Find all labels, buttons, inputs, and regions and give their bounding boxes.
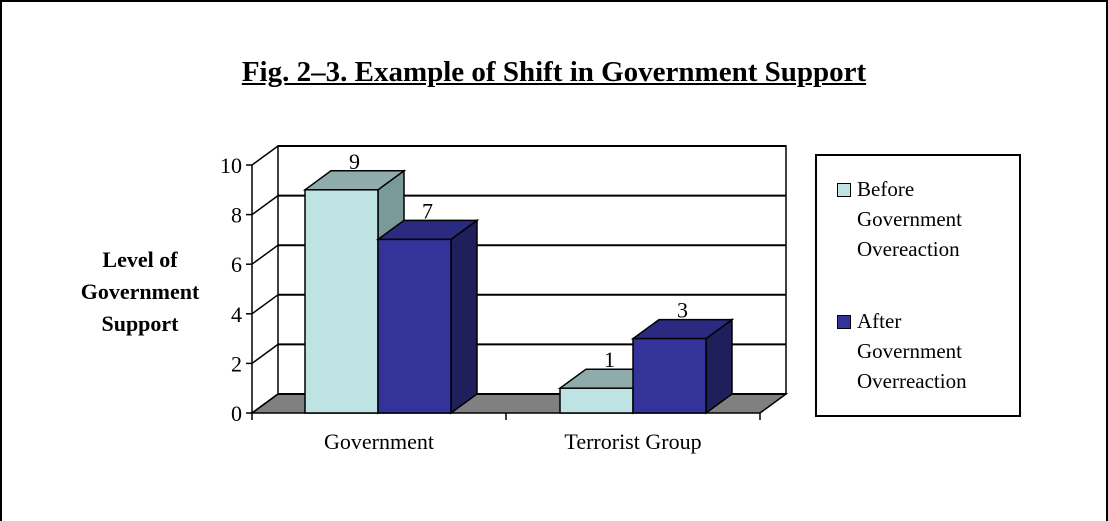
gridline-diagonal xyxy=(251,393,279,414)
chart-title: Fig. 2–3. Example of Shift in Government… xyxy=(241,56,867,88)
y-axis-label-text: Level of Government Support xyxy=(80,247,200,336)
legend-line: Overeaction xyxy=(857,237,960,261)
x-tick-label: Government xyxy=(324,429,434,454)
y-tick-label: 10 xyxy=(220,153,242,178)
legend-line: Overreaction xyxy=(857,369,967,393)
gridline-diagonal xyxy=(251,343,279,365)
y-tick-label: 8 xyxy=(231,203,242,228)
y-tick-label: 6 xyxy=(231,252,242,277)
bar xyxy=(632,337,707,414)
bar xyxy=(377,238,452,414)
data-label: 3 xyxy=(677,298,688,323)
gridline-diagonal xyxy=(251,294,279,315)
legend-line: Before xyxy=(857,177,915,201)
gridline-diagonal xyxy=(251,244,279,265)
y-axis-label: Level of Government Support xyxy=(70,244,210,340)
gridline-diagonal xyxy=(251,194,279,216)
legend-swatch-before xyxy=(837,183,851,197)
legend-line: Government xyxy=(857,339,962,363)
gridline-diagonal xyxy=(251,145,279,166)
data-label: 7 xyxy=(422,198,433,223)
bar xyxy=(304,189,379,414)
y-tick-label: 4 xyxy=(231,302,242,327)
x-tick-label: Terrorist Group xyxy=(564,429,701,454)
data-label: 1 xyxy=(604,347,615,372)
legend: Before Government Overeaction After Gove… xyxy=(815,154,1021,417)
y-tick-label: 2 xyxy=(231,351,242,376)
bar xyxy=(559,387,634,414)
legend-line: After xyxy=(857,309,902,333)
bar-side xyxy=(450,218,478,415)
legend-swatch-after xyxy=(837,315,851,329)
legend-label-before: Before Government Overeaction xyxy=(857,174,1017,264)
y-tick-label: 0 xyxy=(231,401,242,426)
data-label: 9 xyxy=(349,149,360,174)
legend-label-after: After Government Overreaction xyxy=(857,306,1017,396)
legend-line: Government xyxy=(857,207,962,231)
